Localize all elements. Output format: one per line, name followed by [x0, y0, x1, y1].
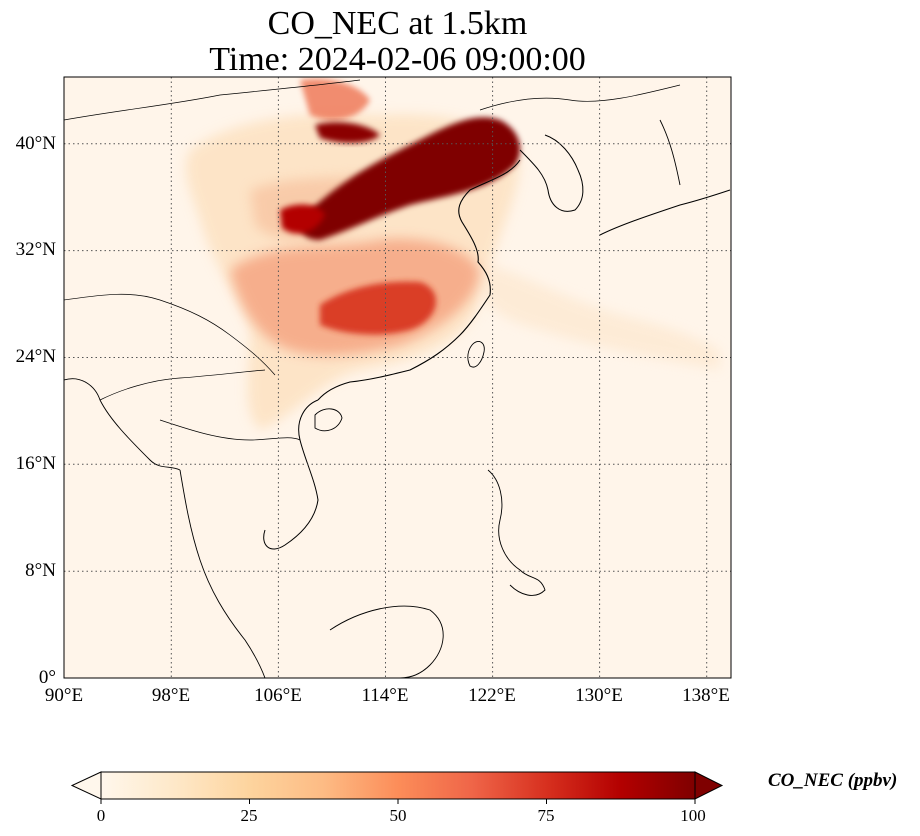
y-tick-label: 24°N — [15, 346, 56, 367]
x-tick-label: 106°E — [254, 685, 302, 706]
gridlines — [64, 77, 731, 678]
colorbar-label: CO_NEC (ppbv) — [768, 770, 898, 791]
y-tick-label: 32°N — [15, 239, 56, 260]
map-title-line1: CO_NEC at 1.5km — [267, 5, 528, 42]
x-tick-label: 130°E — [575, 685, 623, 706]
y-tick-label: 0° — [38, 667, 56, 688]
y-tick-label: 40°N — [15, 133, 56, 154]
colorbar — [70, 771, 724, 804]
coastlines — [64, 79, 731, 678]
colorbar-tick-label: 50 — [389, 806, 407, 825]
x-tick-label: 90°E — [44, 685, 84, 706]
concentration-field — [185, 78, 720, 431]
map-frame — [63, 76, 732, 679]
colorbar-tick-label: 75 — [537, 806, 555, 825]
y-tick-label: 8°N — [25, 560, 56, 581]
map-title-line2: Time: 2024-02-06 09:00:00 — [209, 41, 586, 78]
y-tick-label: 16°N — [15, 453, 56, 474]
colorbar-tick-label: 25 — [240, 806, 258, 825]
x-tick-label: 122°E — [468, 685, 516, 706]
x-tick-label: 98°E — [151, 685, 191, 706]
x-tick-label: 114°E — [361, 685, 409, 706]
colorbar-tick-label: 0 — [96, 806, 106, 825]
colorbar-tick-label: 100 — [680, 806, 706, 825]
x-tick-label: 138°E — [682, 685, 730, 706]
